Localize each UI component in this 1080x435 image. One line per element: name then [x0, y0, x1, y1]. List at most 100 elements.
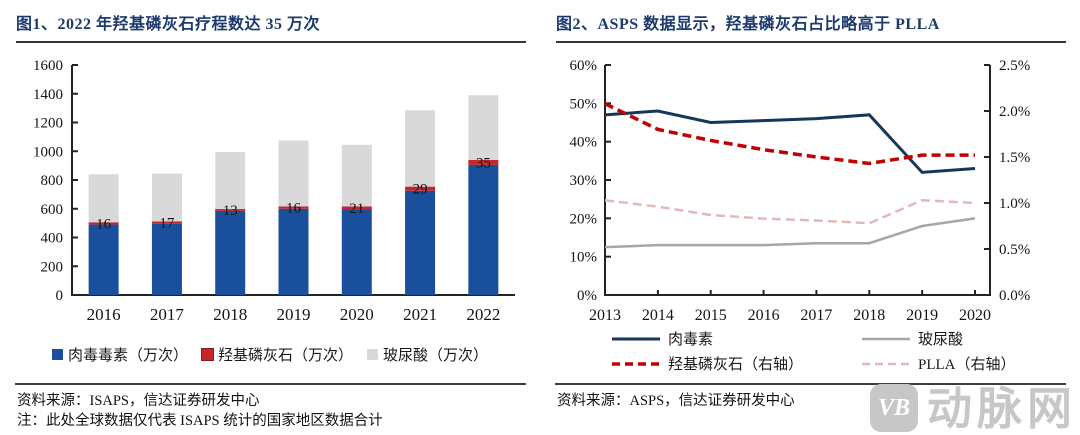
legend-label: 肉毒素 [668, 332, 714, 348]
bar-segment [405, 186, 436, 191]
y-tick-label: 0 [56, 288, 64, 304]
legend-line-icon [612, 337, 660, 340]
bar-value-label: 13 [223, 203, 238, 219]
right-tick-label: 2.5% [999, 58, 1030, 74]
left-tick-label: 30% [570, 173, 598, 189]
y-tick-label: 1000 [33, 144, 63, 160]
right-tick-label: 1.5% [999, 150, 1030, 166]
bar-segment [151, 173, 182, 222]
bar-segment [278, 140, 309, 207]
line-chart-canvas: 0% 10% 20% 30% 40% 50% 60% 0.0% 0.5% 1.0% 1.5% 2.0%… [570, 58, 1031, 324]
series-lines [604, 102, 976, 249]
bar-segment [88, 174, 119, 223]
x-tick-label: 2015 [695, 307, 727, 324]
y-tick-label: 200 [41, 259, 64, 275]
legend-label: 羟基磷灰石（万次） [217, 348, 353, 364]
bar-segment [215, 210, 246, 295]
bar-segment [151, 223, 182, 295]
panel-figure2: 图2、ASPS 数据显示，羟基磷灰石占比略高于 PLLA 0% 10% 20% 30%… [540, 0, 1080, 435]
x-tick-label: 2014 [642, 307, 674, 324]
watermark: VB 动脉网 [869, 384, 1077, 432]
bar-segment [215, 151, 246, 210]
right-tick-label: 0.5% [999, 242, 1030, 258]
x-tick-label: 2018 [853, 307, 885, 324]
legend-item: 肉毒毒素（万次） [51, 344, 188, 365]
bar-value-label: 29 [413, 182, 428, 198]
left-tick-label: 20% [570, 211, 598, 227]
legend-swatch-icon [51, 349, 63, 360]
legend-line-icon [862, 337, 910, 340]
bar-segment [151, 221, 182, 224]
x-tick-label: 2022 [466, 305, 500, 324]
bar-segment [341, 206, 372, 210]
left-tick-label: 10% [570, 250, 598, 266]
y-tick-label: 1600 [33, 58, 63, 74]
figure2-legend: 肉毒素 玻尿酸羟基磷灰石（右轴） PLLA（右轴） [612, 326, 1072, 376]
legend-item: 羟基磷灰石（右轴） [612, 353, 862, 374]
y-tick-label: 400 [41, 231, 64, 247]
panel-figure1: 图1、2022 年羟基磷灰石疗程数达 35 万次 0 200 400 600 800 10… [0, 10, 540, 429]
legend-label: 肉毒毒素（万次） [67, 348, 188, 364]
left-tick-label: 60% [570, 58, 598, 74]
left-tick-label: 40% [570, 135, 598, 151]
bars: 16 2016 17 2017 13 2018 16 2019 21 2020 29 2021 35 20… [87, 95, 500, 324]
bar-value-label: 16 [286, 201, 302, 217]
x-tick-label: 2016 [87, 305, 121, 324]
bar-segment [468, 95, 499, 160]
bar-value-label: 17 [159, 216, 175, 232]
left-tick-label: 50% [570, 96, 598, 112]
bar-value-label: 21 [349, 201, 364, 217]
bar-segment [341, 209, 372, 295]
legend-item: PLLA（右轴） [862, 353, 1072, 374]
series-line [604, 109, 976, 174]
figure2-separator [555, 383, 1066, 385]
x-tick-label: 2017 [150, 305, 185, 324]
bar-chart-canvas: 0 200 400 600 800 1000 1200 1400 1600 16 2016 17 201… [33, 58, 515, 324]
axes: 0% 10% 20% 30% 40% 50% 60% 0.0% 0.5% 1.0% 1.5% 2.0%… [570, 58, 1031, 324]
figure2-source: 资料来源：ASPS，信达证券研发中心 [557, 393, 795, 409]
y-tick-label: 800 [41, 173, 64, 189]
figure1-legend: 肉毒毒素（万次） 羟基磷灰石（万次） 玻尿酸（万次） [0, 344, 540, 365]
x-tick-label: 2016 [748, 307, 780, 324]
bar-segment [88, 222, 119, 225]
legend-item: 玻尿酸（万次） [367, 344, 488, 365]
legend-item: 羟基磷灰石（万次） [200, 344, 353, 365]
series-line [604, 198, 976, 225]
x-tick-label: 2018 [213, 305, 247, 324]
bar-segment [278, 206, 309, 209]
legend-swatch-icon [200, 348, 214, 361]
x-tick-label: 2019 [277, 305, 311, 324]
left-tick-label: 0% [577, 288, 597, 304]
legend-label: 玻尿酸 [918, 332, 964, 348]
bar-segment [468, 164, 499, 295]
legend-line-icon [612, 361, 660, 366]
legend-item: 玻尿酸 [862, 328, 1072, 349]
figure1-title: 图1、2022 年羟基磷灰石疗程数达 35 万次 [16, 10, 526, 43]
x-tick-label: 2021 [403, 305, 437, 324]
bar-segment [215, 209, 246, 211]
legend-item: 肉毒素 [612, 328, 862, 349]
bar-segment [278, 208, 309, 295]
y-tick-label: 1200 [33, 116, 63, 132]
bar-segment [468, 159, 499, 165]
x-tick-label: 2020 [959, 307, 991, 324]
bar-segment [88, 224, 119, 295]
right-tick-label: 0.0% [999, 288, 1030, 304]
right-tick-label: 2.0% [999, 104, 1030, 120]
bar-value-label: 16 [96, 216, 112, 232]
legend-label: 羟基磷灰石（右轴） [668, 357, 804, 373]
y-tick-label: 1400 [33, 87, 63, 103]
figure1-note: 注：此处全球数据仅代表 ISAPS 统计的国家地区数据合计 [17, 413, 383, 429]
legend-label: PLLA（右轴） [918, 357, 1016, 373]
bar-segment [405, 110, 436, 187]
y-tick-label: 600 [41, 202, 64, 218]
x-tick-label: 2020 [340, 305, 374, 324]
bar-value-label: 35 [476, 155, 491, 171]
x-tick-label: 2017 [800, 307, 832, 324]
right-tick-label: 1.0% [999, 196, 1030, 212]
x-tick-label: 2013 [589, 307, 621, 324]
figure2-title: 图2、ASPS 数据显示，羟基磷灰石占比略高于 PLLA [556, 10, 1066, 43]
legend-label: 玻尿酸（万次） [383, 348, 489, 364]
y-axis: 0 200 400 600 800 1000 1200 1400 1600 [33, 58, 515, 304]
